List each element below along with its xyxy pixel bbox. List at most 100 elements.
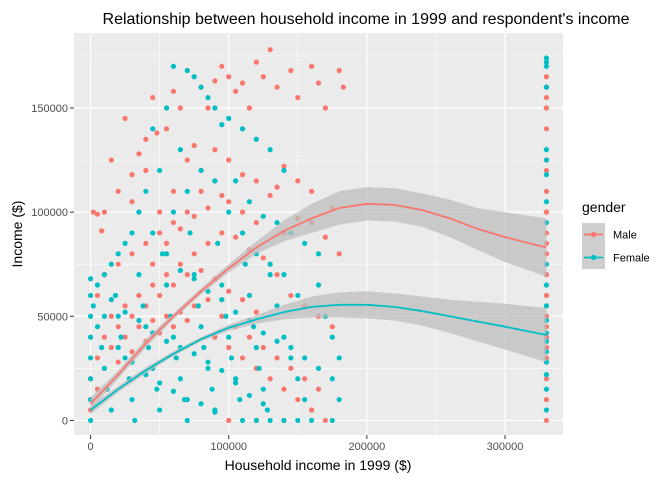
point-female — [205, 288, 211, 294]
point-female — [315, 282, 322, 288]
point-male — [170, 282, 177, 288]
point-female — [329, 376, 335, 382]
point-female — [250, 324, 257, 330]
point-female — [198, 401, 204, 407]
point-male — [101, 209, 107, 215]
point-male — [543, 188, 550, 194]
point-male — [94, 211, 101, 217]
point-female — [87, 276, 94, 282]
point-female — [94, 282, 101, 288]
point-female — [115, 251, 121, 257]
point-male — [302, 376, 308, 382]
point-male — [136, 151, 142, 157]
point-female — [267, 272, 273, 278]
point-female — [295, 376, 301, 382]
point-male — [267, 47, 273, 53]
point-female — [132, 417, 138, 424]
point-female — [295, 292, 301, 299]
point-male — [129, 172, 135, 178]
point-male — [226, 344, 232, 351]
point-female — [253, 417, 259, 424]
point-female — [288, 344, 294, 351]
point-female — [136, 317, 142, 324]
point-female — [260, 401, 266, 407]
point-male — [108, 157, 114, 163]
point-female — [274, 219, 280, 226]
point-male — [115, 261, 121, 267]
y-tick-label: 150000 — [31, 103, 68, 115]
point-female — [543, 59, 550, 65]
point-female — [260, 213, 266, 219]
point-male — [226, 417, 232, 424]
point-male — [191, 213, 197, 219]
point-male — [143, 136, 149, 142]
point-female — [163, 282, 170, 288]
legend-key-point — [590, 231, 597, 238]
point-male — [198, 267, 204, 274]
point-male — [274, 355, 280, 361]
smooth-line-female — [90, 303, 547, 411]
point-male — [246, 334, 253, 340]
point-male — [239, 209, 246, 215]
point-male — [177, 226, 183, 232]
point-male — [184, 272, 190, 278]
point-female — [329, 334, 335, 340]
point-male — [205, 297, 211, 303]
point-male — [163, 272, 170, 278]
point-female — [302, 396, 308, 403]
point-male — [150, 261, 156, 267]
point-male — [212, 147, 218, 153]
point-male — [143, 240, 149, 246]
point-female — [198, 84, 204, 90]
point-female — [191, 276, 197, 282]
point-female — [246, 199, 253, 205]
point-female — [223, 313, 229, 319]
point-male — [170, 188, 177, 194]
point-female — [212, 105, 218, 111]
point-male — [253, 178, 259, 184]
point-male — [295, 94, 301, 101]
point-male — [267, 376, 273, 382]
point-female — [87, 376, 94, 382]
point-male — [274, 84, 280, 90]
point-female — [191, 74, 197, 80]
point-male — [170, 324, 177, 330]
point-male — [226, 157, 232, 163]
point-female — [239, 126, 246, 132]
confidence-band-female — [90, 291, 547, 415]
point-female — [543, 157, 550, 163]
point-female — [87, 355, 94, 361]
point-male — [219, 63, 225, 69]
point-male — [543, 209, 550, 215]
point-female — [233, 376, 239, 382]
point-male — [154, 130, 160, 136]
point-female — [543, 303, 550, 309]
point-female — [122, 355, 128, 361]
point-female — [173, 355, 179, 361]
point-male — [543, 74, 550, 80]
point-male — [233, 234, 239, 240]
point-female — [150, 230, 156, 236]
point-male — [163, 126, 170, 132]
point-male — [150, 317, 156, 324]
point-male — [260, 74, 266, 80]
point-female — [209, 386, 215, 392]
point-female — [336, 396, 342, 403]
point-male — [115, 324, 121, 330]
point-female — [212, 409, 218, 415]
point-female — [543, 407, 550, 413]
point-female — [219, 122, 225, 128]
point-male — [329, 324, 335, 330]
point-female — [184, 417, 190, 424]
point-male — [239, 172, 246, 178]
point-female — [122, 240, 128, 246]
point-female — [543, 386, 550, 392]
point-female — [87, 417, 94, 424]
point-female — [87, 334, 94, 340]
x-tick-label: 100000 — [210, 441, 247, 453]
point-male — [543, 167, 550, 174]
point-male — [157, 230, 163, 236]
point-female — [281, 167, 287, 174]
point-female — [215, 240, 221, 246]
point-male — [219, 192, 225, 199]
